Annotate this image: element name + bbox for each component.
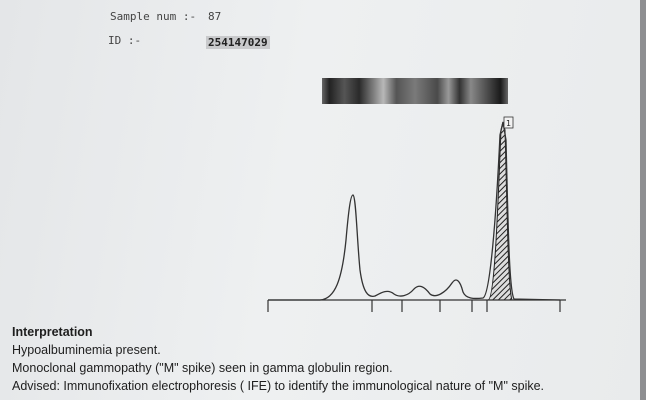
- electrophoresis-graph: 1: [0, 0, 640, 330]
- densitometry-curve: [268, 122, 560, 300]
- interpretation-line: Hypoalbuminemia present.: [12, 343, 161, 357]
- interpretation-line: Advised: Immunofixation electrophoresis …: [12, 379, 544, 393]
- fraction-dividers: [268, 300, 560, 312]
- interpretation-line: Monoclonal gammopathy ("M" spike) seen i…: [12, 361, 393, 375]
- peak-marker: 1: [506, 119, 511, 128]
- interpretation-title: Interpretation: [12, 325, 93, 339]
- report-paper: Sample num :- 87 ID :- 254147029: [0, 0, 640, 400]
- page: Sample num :- 87 ID :- 254147029: [0, 0, 646, 400]
- gel-strip: [322, 78, 508, 104]
